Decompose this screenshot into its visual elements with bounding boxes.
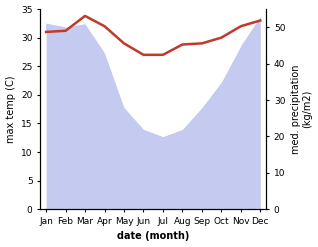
Y-axis label: med. precipitation
(kg/m2): med. precipitation (kg/m2) <box>291 64 313 154</box>
X-axis label: date (month): date (month) <box>117 231 190 242</box>
Y-axis label: max temp (C): max temp (C) <box>5 75 16 143</box>
